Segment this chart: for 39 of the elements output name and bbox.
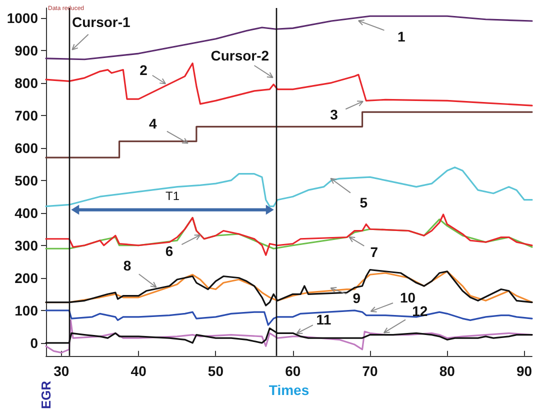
annotation: 5	[360, 194, 368, 210]
y-tick-label: 900	[14, 42, 38, 58]
x-tick-label: 50	[208, 362, 224, 379]
annotation: 7	[370, 244, 378, 260]
x-tick-label: 40	[130, 362, 147, 379]
line-series	[45, 214, 533, 256]
line-series	[45, 166, 533, 208]
x-axis-title: Times	[268, 382, 310, 398]
ref-line-label: Cursor-1	[72, 14, 131, 30]
x-tick-label: 30	[54, 362, 70, 379]
y-tick-label: 300	[14, 237, 38, 254]
x-tick-label: 80	[439, 362, 456, 379]
y-tick-label: 600	[14, 140, 38, 156]
y-tick-label: 1000	[6, 10, 38, 26]
y-tick-label: 200	[14, 270, 38, 286]
x-tick-label: 60	[285, 362, 301, 379]
annotation: 11	[316, 311, 332, 328]
x-tick-label: 70	[362, 362, 378, 379]
annotation: 3	[330, 106, 338, 122]
y-tick-label: 700	[14, 107, 38, 124]
y-tick-label: 400	[14, 204, 38, 221]
annotation: 10	[400, 289, 416, 306]
annotation: 12	[412, 302, 428, 319]
y-tick-label: 100	[14, 302, 38, 318]
y-tick-label: 500	[14, 172, 38, 188]
annotation: 8	[123, 257, 132, 274]
y-tick-label: 0	[30, 334, 38, 351]
annotation: T1	[166, 188, 180, 203]
x-tick-label: 90	[516, 362, 532, 379]
annotation: 1	[398, 28, 406, 45]
line-series	[45, 15, 533, 60]
line-series	[45, 62, 533, 106]
annotation: 4	[149, 115, 158, 132]
y-axis-title: EGR	[38, 380, 54, 409]
y-tick-label: 800	[14, 74, 38, 91]
annotation: 2	[140, 62, 148, 78]
ref-line-label: Cursor-2	[210, 48, 270, 64]
annotation: 6	[165, 242, 174, 259]
annotation: 9	[352, 290, 361, 306]
